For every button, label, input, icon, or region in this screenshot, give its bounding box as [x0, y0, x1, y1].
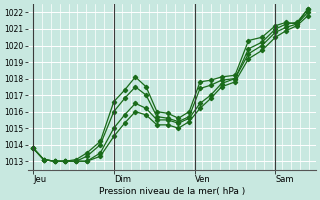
- X-axis label: Pression niveau de la mer( hPa ): Pression niveau de la mer( hPa ): [99, 187, 245, 196]
